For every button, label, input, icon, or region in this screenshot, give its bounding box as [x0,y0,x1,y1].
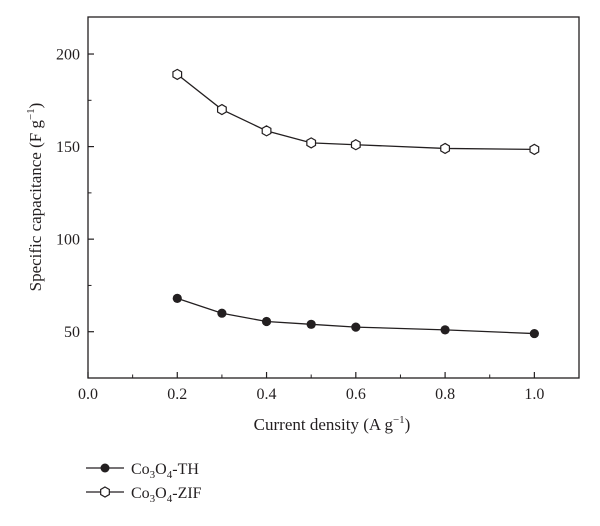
y-tick-label: 150 [56,139,80,156]
series-co3o4-zif [172,68,540,156]
legend-marker-open-hexagon [100,486,110,498]
legend-marker-filled-circle [100,463,110,473]
data-point-open-hexagon [350,139,361,151]
series-line [176,73,535,151]
data-point-filled-circle [306,319,316,329]
data-point-open-hexagon [529,143,540,156]
legend-label-co3o4-zif: Co3O4-ZIF [131,485,202,505]
data-point-open-hexagon [216,103,227,116]
data-point-filled-circle [261,316,272,327]
y-axis-title: Specific capacitance (F g−1) [25,103,45,292]
data-point-open-hexagon [440,142,451,155]
y-tick-label: 200 [56,47,80,64]
x-tick-label: 0.0 [78,386,98,403]
legend-entry-co3o4-zif: Co3O4-ZIF [86,485,202,505]
data-point-filled-circle [440,325,450,335]
x-tick-label: 0.8 [435,386,455,403]
x-tick-label: 1.0 [524,386,544,403]
x-tick-label: 0.6 [346,386,366,403]
legend: Co3O4-TH Co3O4-ZIF [86,461,202,505]
x-tick-label: 0.4 [257,386,277,403]
data-point-filled-circle [529,328,539,339]
x-tick-label: 0.2 [167,386,187,403]
x-axis-title: Current density (A g−1) [254,414,411,434]
data-point-filled-circle [172,293,182,303]
data-point-open-hexagon [306,137,317,149]
legend-entry-co3o4-th: Co3O4-TH [86,461,199,481]
plot-frame [87,16,580,379]
series-co3o4-th [172,293,539,339]
legend-label-co3o4-th: Co3O4-TH [131,461,199,481]
data-point-filled-circle [351,322,361,332]
data-point-filled-circle [217,308,227,318]
y-tick-label: 50 [64,324,80,341]
data-point-open-hexagon [172,68,183,81]
y-tick-label: 100 [56,232,80,249]
data-point-open-hexagon [261,125,272,137]
